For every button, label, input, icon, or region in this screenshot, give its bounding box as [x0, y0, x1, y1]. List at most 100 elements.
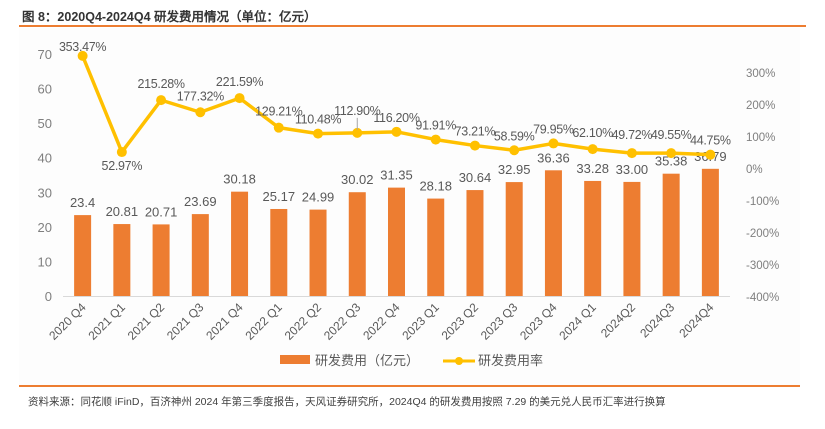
rate-data-label: 44.75% — [690, 134, 731, 148]
bar-2022q2 — [309, 209, 327, 296]
rate-point-2021q2 — [156, 95, 167, 106]
bar-data-label: 20.81 — [106, 204, 139, 219]
rate-data-label: 58.59% — [494, 129, 535, 143]
bar-2021q1 — [113, 224, 131, 296]
right-axis-tick-label: 100% — [746, 132, 775, 144]
x-tick-label: 2022 Q3 — [321, 300, 364, 343]
x-tick-label: 2022 Q1 — [242, 300, 285, 343]
rate-data-label: 79.95% — [533, 122, 574, 136]
bar-data-label: 31.35 — [380, 168, 413, 183]
x-tick-label: 2021 Q3 — [164, 300, 207, 343]
bar-data-label: 28.18 — [419, 179, 452, 194]
x-tick-label: 2024Q3 — [637, 300, 677, 340]
rate-data-label: 116.20% — [373, 111, 420, 125]
rate-data-label: 215.28% — [137, 77, 184, 91]
right-axis-tick-label: 300% — [746, 68, 775, 80]
bar-data-label: 35.38 — [655, 154, 688, 169]
rate-point-2023q1 — [430, 134, 441, 145]
source-divider — [19, 385, 800, 387]
rate-point-2024q1 — [587, 144, 598, 155]
legend-bar-label: 研发费用（亿元） — [315, 353, 419, 368]
rate-data-label: 52.97% — [102, 159, 143, 173]
left-axis-tick-label: 0 — [45, 289, 52, 304]
left-axis-tick-label: 40 — [38, 151, 52, 166]
rate-point-2024q4 — [705, 149, 716, 160]
right-axis: -400% -300% -200% -100% 0% 100% 200% 300% — [746, 68, 779, 304]
bar-data-label: 33.00 — [616, 162, 649, 177]
bar-2024q1 — [584, 180, 602, 296]
bar-data-label: 33.28 — [576, 161, 609, 176]
bar-2023q1 — [427, 198, 445, 296]
right-axis-tick-label: -400% — [746, 292, 779, 304]
left-axis-tick-label: 20 — [38, 220, 52, 235]
legend-bar-swatch — [280, 355, 310, 364]
bar-2021q4 — [231, 191, 249, 296]
x-tick-label: 2023 Q3 — [478, 300, 521, 343]
source-note: 资料来源：同花顺 iFinD，百济神州 2024 年第三季度报告，天风证券研究所… — [28, 396, 666, 408]
x-tick-label: 2020 Q4 — [46, 300, 89, 343]
rate-data-label: 91.91% — [415, 119, 456, 133]
rate-data-label: 62.10% — [572, 126, 613, 140]
x-tick-label: 2024Q4 — [676, 300, 716, 340]
bar-data-labels: 23.4 20.81 20.71 23.69 30.18 25.17 24.99 30.02 3… — [70, 149, 727, 220]
rate-point-2021q4 — [234, 93, 245, 104]
bar-series — [74, 168, 719, 296]
rate-point-2021q1 — [116, 147, 127, 158]
rate-data-label: 112.90% — [334, 104, 381, 118]
right-axis-tick-label: -300% — [746, 260, 779, 272]
bar-data-label: 30.64 — [459, 170, 492, 185]
bar-2022q1 — [270, 208, 288, 296]
right-axis-tick-label: -200% — [746, 228, 779, 240]
legend: 研发费用（亿元） 研发费用率 — [280, 353, 543, 368]
rate-data-label: 49.55% — [651, 128, 692, 142]
right-axis-tick-label: -100% — [746, 196, 779, 208]
x-tick-label: 2021 Q2 — [125, 300, 168, 343]
rate-point-2024q2 — [626, 148, 637, 159]
title-divider — [19, 25, 806, 27]
rate-point-2022q2 — [313, 128, 324, 139]
rate-data-label: 110.48% — [295, 113, 342, 127]
bar-2024q2 — [623, 181, 641, 296]
x-tick-label: 2024 Q1 — [556, 300, 599, 343]
bar-data-label: 30.18 — [223, 172, 256, 187]
left-axis-tick-label: 70 — [38, 47, 52, 62]
bar-2023q2 — [466, 190, 484, 296]
x-tick-label: 2021 Q1 — [86, 300, 129, 343]
bar-data-label: 32.95 — [498, 162, 531, 177]
x-tick-label: 2022 Q2 — [282, 300, 325, 343]
right-axis-tick-label: 200% — [746, 100, 775, 112]
rate-data-label: 221.59% — [216, 75, 263, 89]
left-axis-tick-label: 10 — [38, 254, 52, 269]
rate-data-label: 129.21% — [255, 105, 302, 119]
x-tick-label: 2023 Q4 — [517, 300, 560, 343]
rate-point-2023q3 — [509, 145, 520, 156]
bar-data-label: 25.17 — [263, 189, 296, 204]
bar-2022q4 — [388, 187, 405, 296]
left-axis-tick-label: 50 — [38, 116, 52, 131]
rate-point-2023q2 — [469, 140, 480, 151]
bar-data-label: 23.69 — [184, 194, 217, 209]
bar-data-label: 24.99 — [302, 190, 335, 205]
rate-data-label: 353.47% — [59, 40, 106, 54]
x-tick-label: 2021 Q4 — [203, 300, 246, 343]
left-axis-tick-label: 60 — [38, 82, 52, 97]
bar-data-label: 36.36 — [537, 150, 570, 165]
x-tick-label: 2024Q2 — [598, 300, 638, 340]
bar-data-label: 20.71 — [145, 204, 178, 219]
bar-2023q3 — [505, 182, 523, 296]
bar-2024q3 — [662, 173, 680, 296]
rate-point-2024q3 — [666, 148, 677, 159]
bar-2021q2 — [152, 224, 170, 296]
right-axis-tick-label: 0% — [746, 164, 763, 176]
rate-data-label: 177.32% — [177, 89, 224, 103]
bar-2022q3 — [348, 192, 366, 296]
left-axis-tick-label: 30 — [38, 185, 52, 200]
bar-2023q4 — [544, 170, 562, 296]
rate-point-2022q4 — [391, 126, 402, 137]
rate-point-2022q1 — [273, 122, 284, 133]
x-tick-label: 2023 Q2 — [439, 300, 482, 343]
rate-point-2022q3 — [352, 127, 363, 138]
legend-line-marker — [455, 357, 463, 365]
rate-point-2023q4 — [548, 138, 559, 149]
